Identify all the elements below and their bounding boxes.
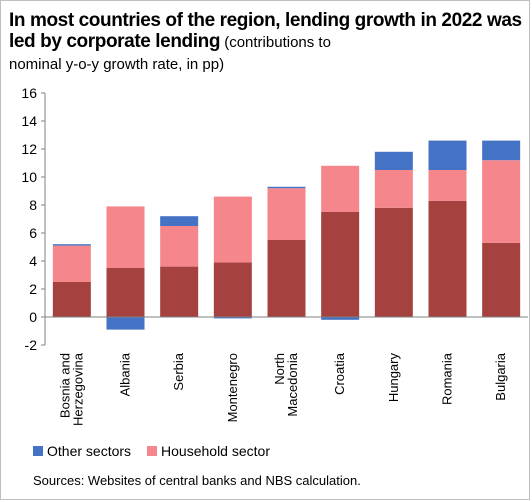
y-tick-label-2: 2	[29, 281, 37, 297]
bar-series1-8	[482, 160, 521, 243]
bar-series1-7	[428, 170, 467, 201]
y-tick-label-0: -2	[25, 337, 38, 353]
y-tick-label-5: 8	[29, 197, 37, 213]
x-tick-label-text-5: Croatia	[332, 352, 347, 395]
chart-subtitle: nominal y-o-y growth rate, in pp)	[9, 56, 225, 73]
y-tick-label-7: 12	[21, 141, 37, 157]
y-tick-label-1: 0	[29, 309, 37, 325]
bar-series0-3	[213, 262, 252, 317]
x-tick-label-1: Albania	[118, 352, 133, 396]
bar-series2-1	[106, 317, 145, 330]
x-tick-label-0: Bosnia andHerzegovina	[57, 352, 85, 426]
x-tick-label-line-0-0: Bosnia and	[57, 353, 72, 418]
x-tick-label-5: Croatia	[332, 352, 347, 395]
bar-series0-8	[482, 242, 521, 317]
bar-series0-4	[267, 240, 306, 317]
legend-swatch-other-sectors	[33, 446, 43, 456]
bar-series2-2	[160, 216, 199, 226]
bar-series2-0	[52, 244, 91, 246]
bar-series2-3	[213, 317, 252, 319]
x-tick-label-line-8-0: Bulgaria	[493, 352, 508, 400]
bar-series1-1	[106, 206, 145, 268]
x-tick-label-line-5-0: Croatia	[332, 352, 347, 395]
bar-series1-5	[321, 165, 360, 212]
x-tick-label-line-7-0: Romania	[440, 352, 455, 405]
x-tick-label-text-6: Hungary	[386, 353, 401, 403]
x-tick-label-line-0-1: Herzegovina	[70, 352, 85, 426]
x-tick-label-text-1: Albania	[118, 352, 133, 396]
bar-series1-0	[52, 245, 91, 282]
source-note: Sources: Websites of central banks and N…	[33, 473, 361, 488]
y-tick-label-6: 10	[21, 169, 37, 185]
chart-title-bold: In most countries of the region, lending…	[9, 10, 522, 52]
legend-label-household-sector: Household sector	[161, 443, 270, 459]
bar-series0-5	[321, 212, 360, 317]
bar-series1-3	[213, 196, 252, 263]
chart-title: In most countries of the region, lending…	[9, 10, 529, 53]
x-tick-label-text-7: Romania	[440, 352, 455, 405]
x-tick-label-text-8: Bulgaria	[493, 352, 508, 400]
y-tick-label-3: 4	[29, 253, 37, 269]
x-tick-label-text-2: Serbia	[171, 352, 186, 390]
bar-series2-5	[321, 317, 360, 320]
y-tick-label-9: 16	[21, 85, 37, 101]
chart-title-rest: (contributions to	[220, 34, 331, 51]
x-tick-label-line-4-1: Macedonia	[285, 352, 300, 416]
x-tick-label-2: Serbia	[171, 352, 186, 390]
x-tick-label-text-3: Montenegro	[225, 353, 240, 422]
bar-series0-0	[52, 282, 91, 317]
x-tick-label-8: Bulgaria	[493, 352, 508, 400]
bar-series2-7	[428, 140, 467, 170]
bar-series1-6	[374, 170, 413, 208]
bar-series0-7	[428, 200, 467, 317]
x-tick-label-line-2-0: Serbia	[171, 352, 186, 390]
bar-series2-4	[267, 186, 306, 189]
x-tick-label-text-4: NorthMacedonia	[272, 352, 300, 416]
x-tick-label-line-1-0: Albania	[118, 352, 133, 396]
x-tick-label-line-6-0: Hungary	[386, 353, 401, 403]
x-tick-label-line-3-0: Montenegro	[225, 353, 240, 422]
x-tick-label-line-4-0: North	[272, 353, 287, 385]
x-tick-label-text-0: Bosnia andHerzegovina	[57, 352, 85, 426]
stacked-bar-chart: -2 0 2 4 6 8 10 12 14 16 Bosnia andHerzegovina Alba…	[21, 85, 528, 426]
y-tick-label-4: 6	[29, 225, 37, 241]
legend-label-other-sectors: Other sectors	[47, 443, 132, 459]
x-tick-label-4: NorthMacedonia	[272, 352, 300, 416]
bar-series1-2	[160, 226, 199, 267]
bar-series0-2	[160, 266, 199, 317]
chart-legend: Other sectors Household sector	[33, 443, 286, 459]
bar-series2-6	[374, 151, 413, 170]
bar-series0-6	[374, 207, 413, 317]
bar-series2-8	[482, 140, 521, 161]
bar-series1-4	[267, 188, 306, 240]
legend-item-other-sectors: Other sectors	[33, 443, 131, 459]
x-tick-label-6: Hungary	[386, 353, 401, 403]
legend-item-household-sector: Household sector	[147, 443, 270, 459]
legend-swatch-household-sector	[147, 446, 158, 456]
y-tick-label-8: 14	[21, 113, 37, 129]
x-tick-label-7: Romania	[440, 352, 455, 405]
x-tick-label-3: Montenegro	[225, 353, 240, 422]
bar-series0-1	[106, 268, 145, 317]
